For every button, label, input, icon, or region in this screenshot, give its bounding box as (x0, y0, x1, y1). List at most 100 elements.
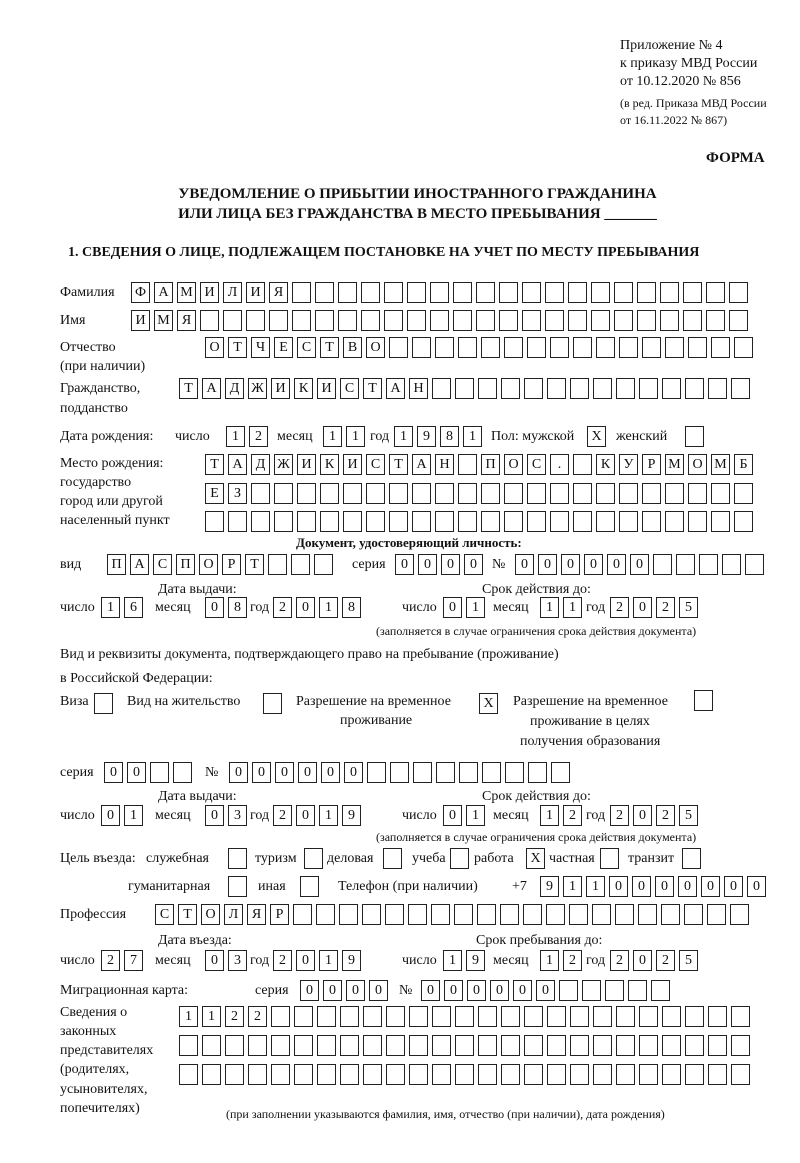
char-cell[interactable]: 8 (228, 597, 247, 618)
char-cell[interactable] (458, 337, 477, 358)
char-cell[interactable] (615, 904, 634, 925)
char-cell[interactable]: 2 (656, 950, 675, 971)
representatives-field-line-3[interactable] (179, 1064, 750, 1085)
char-cell[interactable] (685, 1006, 704, 1027)
char-cell[interactable] (573, 454, 592, 475)
char-cell[interactable] (524, 1035, 543, 1056)
char-cell[interactable]: 9 (466, 950, 485, 971)
char-cell[interactable]: Т (389, 454, 408, 475)
char-cell[interactable]: Е (274, 337, 293, 358)
char-cell[interactable] (734, 337, 753, 358)
char-cell[interactable] (274, 511, 293, 532)
char-cell[interactable] (205, 511, 224, 532)
char-cell[interactable]: П (176, 554, 195, 575)
char-cell[interactable] (683, 282, 702, 303)
char-cell[interactable] (593, 378, 612, 399)
char-cell[interactable] (481, 511, 500, 532)
char-cell[interactable] (734, 511, 753, 532)
char-cell[interactable] (481, 337, 500, 358)
char-cell[interactable]: . (550, 454, 569, 475)
char-cell[interactable] (432, 378, 451, 399)
char-cell[interactable] (251, 483, 270, 504)
purpose-business-checkbox[interactable] (383, 848, 402, 869)
char-cell[interactable] (294, 1035, 313, 1056)
char-cell[interactable] (593, 1064, 612, 1085)
char-cell[interactable] (731, 1006, 750, 1027)
char-cell[interactable] (708, 1035, 727, 1056)
char-cell[interactable]: 8 (342, 597, 361, 618)
residence-permit-checkbox[interactable] (263, 693, 282, 714)
char-cell[interactable]: X (587, 426, 606, 447)
char-cell[interactable] (708, 378, 727, 399)
char-cell[interactable] (361, 310, 380, 331)
char-cell[interactable] (430, 310, 449, 331)
char-cell[interactable] (570, 1064, 589, 1085)
char-cell[interactable] (570, 378, 589, 399)
char-cell[interactable]: 2 (656, 597, 675, 618)
char-cell[interactable]: И (131, 310, 150, 331)
char-cell[interactable] (570, 1006, 589, 1027)
char-cell[interactable] (458, 454, 477, 475)
char-cell[interactable] (685, 1064, 704, 1085)
char-cell[interactable] (676, 554, 695, 575)
char-cell[interactable] (619, 511, 638, 532)
char-cell[interactable]: Т (320, 337, 339, 358)
char-cell[interactable] (338, 310, 357, 331)
char-cell[interactable]: 5 (679, 805, 698, 826)
char-cell[interactable]: О (688, 454, 707, 475)
char-cell[interactable] (570, 1035, 589, 1056)
char-cell[interactable]: 0 (464, 554, 483, 575)
char-cell[interactable]: С (297, 337, 316, 358)
char-cell[interactable] (501, 378, 520, 399)
purpose-work-checkbox[interactable]: X (526, 848, 545, 869)
char-cell[interactable]: 0 (441, 554, 460, 575)
char-cell[interactable] (409, 1006, 428, 1027)
char-cell[interactable]: Д (251, 454, 270, 475)
char-cell[interactable]: Ж (274, 454, 293, 475)
char-cell[interactable]: Т (178, 904, 197, 925)
char-cell[interactable] (228, 876, 247, 897)
char-cell[interactable] (315, 282, 334, 303)
char-cell[interactable]: 1 (540, 950, 559, 971)
char-cell[interactable]: 0 (633, 805, 652, 826)
char-cell[interactable]: 9 (342, 950, 361, 971)
sex-female-checkbox[interactable] (685, 426, 704, 447)
char-cell[interactable] (314, 554, 333, 575)
char-cell[interactable] (436, 762, 455, 783)
char-cell[interactable] (340, 1064, 359, 1085)
char-cell[interactable] (734, 483, 753, 504)
char-cell[interactable] (409, 1035, 428, 1056)
char-cell[interactable]: 0 (300, 980, 319, 1001)
char-cell[interactable] (478, 378, 497, 399)
char-cell[interactable]: 6 (124, 597, 143, 618)
char-cell[interactable] (729, 310, 748, 331)
char-cell[interactable]: Е (205, 483, 224, 504)
char-cell[interactable]: 1 (586, 876, 605, 897)
char-cell[interactable] (731, 1035, 750, 1056)
char-cell[interactable]: М (711, 454, 730, 475)
char-cell[interactable]: 0 (369, 980, 388, 1001)
char-cell[interactable]: О (366, 337, 385, 358)
char-cell[interactable] (616, 1006, 635, 1027)
char-cell[interactable]: А (412, 454, 431, 475)
char-cell[interactable]: 1 (226, 426, 245, 447)
char-cell[interactable] (651, 980, 670, 1001)
char-cell[interactable] (366, 483, 385, 504)
char-cell[interactable]: 0 (321, 762, 340, 783)
char-cell[interactable] (499, 282, 518, 303)
char-cell[interactable] (683, 310, 702, 331)
char-cell[interactable] (179, 1035, 198, 1056)
char-cell[interactable] (320, 511, 339, 532)
